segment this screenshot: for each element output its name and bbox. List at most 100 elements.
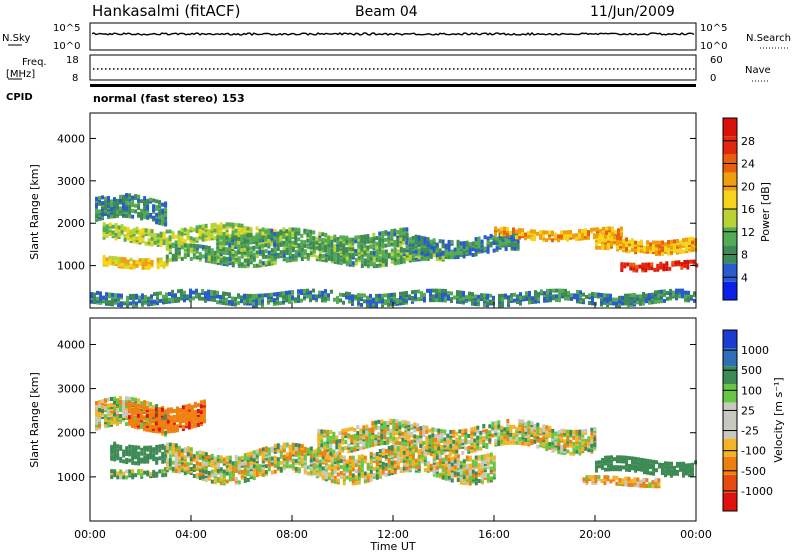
power-cell: [183, 239, 187, 244]
power-colorbar-tick-label: 24: [741, 158, 755, 171]
power-cell: [417, 240, 421, 245]
velocity-cell: [160, 423, 164, 428]
power-cell: [447, 239, 451, 244]
velocity-cell: [207, 476, 211, 481]
velocity-cell: [172, 409, 176, 413]
velocity-cell: [378, 449, 382, 453]
velocity-cell: [140, 401, 144, 406]
velocity-cell: [329, 451, 333, 456]
power-cell: [417, 248, 421, 253]
velocity-cell: [387, 469, 391, 474]
power-cell: [225, 297, 228, 302]
freq-tick-top: 18: [66, 55, 79, 66]
power-cell: [195, 255, 199, 260]
velocity-cell: [468, 455, 472, 460]
power-cell: [123, 301, 126, 306]
velocity-cell: [151, 419, 155, 423]
power-cell: [396, 230, 400, 234]
freq-point: [521, 68, 523, 70]
power-cell: [486, 293, 489, 298]
power-cell: [607, 234, 610, 239]
power-cell: [306, 238, 310, 243]
power-cell: [480, 249, 484, 254]
velocity-cell: [171, 460, 175, 465]
power-cell: [576, 293, 579, 298]
power-cell: [673, 245, 676, 250]
velocity-cell: [164, 430, 168, 435]
power-cell: [150, 294, 153, 299]
power-cell: [417, 297, 420, 302]
velocity-cell: [317, 442, 321, 447]
velocity-cell: [168, 458, 172, 463]
velocity-cell: [377, 419, 381, 424]
freq-point: [477, 68, 479, 70]
velocity-cell: [356, 431, 360, 436]
power-cell: [122, 206, 125, 211]
velocity-cell: [330, 457, 334, 462]
power-cell: [564, 296, 567, 301]
power-cell: [513, 292, 516, 297]
power-cell: [501, 293, 504, 298]
power-cell: [405, 240, 409, 245]
velocity-cell: [134, 397, 138, 402]
power-cell: [676, 239, 679, 243]
velocity-cell: [450, 474, 454, 479]
velocity-cell: [375, 473, 379, 478]
velocity-cell: [195, 465, 199, 470]
velocity-cell: [110, 403, 113, 407]
power-cell: [113, 197, 116, 202]
velocity-cell: [195, 451, 199, 456]
power-cell: [384, 293, 387, 298]
power-cell: [137, 198, 141, 203]
power-cell: [528, 296, 531, 301]
power-cell: [249, 293, 252, 298]
velocity-cell: [417, 465, 421, 469]
power-cell: [318, 253, 322, 258]
power-cell: [405, 244, 409, 249]
freq-point: [473, 68, 475, 70]
freq-point: [269, 68, 271, 70]
velocity-cell: [237, 456, 241, 461]
velocity-cell: [411, 460, 415, 465]
freq-point: [669, 68, 671, 70]
power-cell: [222, 224, 226, 229]
velocity-cell: [390, 469, 394, 473]
power-cell: [276, 292, 279, 296]
power-cell: [186, 294, 189, 299]
power-cell: [674, 260, 678, 265]
power-cell: [330, 289, 333, 294]
freq-point: [205, 68, 207, 70]
power-cell: [554, 232, 557, 237]
power-cell: [509, 231, 512, 235]
power-colorbar-segment: [723, 227, 737, 246]
power-cell: [297, 227, 301, 232]
freq-point: [469, 68, 471, 70]
velocity-cell: [410, 443, 414, 448]
velocity-cell: [125, 396, 128, 401]
power-cell: [342, 245, 346, 250]
power-cell: [120, 293, 123, 298]
power-cell: [243, 264, 247, 269]
velocity-cell: [446, 445, 450, 450]
power-cell: [459, 241, 463, 246]
power-cell: [615, 297, 618, 302]
power-cell: [90, 299, 93, 304]
power-cell: [213, 260, 217, 265]
power-colorbar-segment: [723, 209, 737, 228]
power-cell: [543, 296, 546, 301]
freq-point: [481, 68, 483, 70]
power-cell: [691, 236, 694, 241]
freq-point: [441, 68, 443, 70]
power-cell: [360, 238, 364, 243]
power-cell: [468, 242, 472, 247]
freq-point: [561, 68, 563, 70]
velocity-cell: [360, 454, 364, 459]
power-cell: [506, 232, 509, 237]
velocity-cell: [480, 464, 484, 469]
power-cell: [294, 227, 298, 232]
power-cell: [273, 260, 277, 265]
power-cell: [324, 292, 327, 297]
power-cell: [228, 257, 232, 262]
power-cell: [396, 298, 399, 302]
